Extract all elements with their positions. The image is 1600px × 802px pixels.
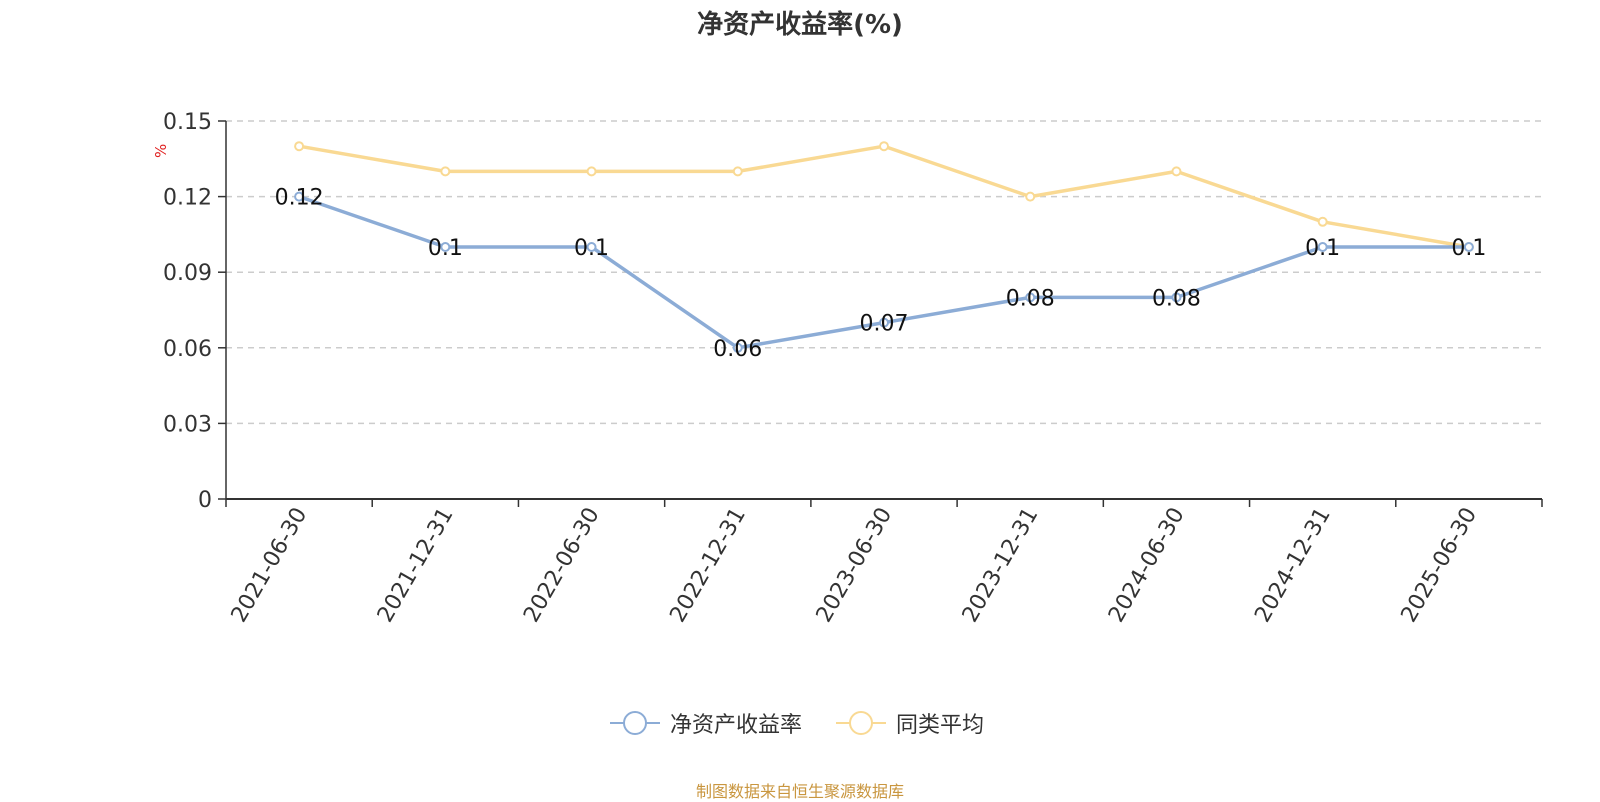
- data-point: [879, 141, 889, 152]
- data-point: [1025, 292, 1036, 303]
- data-label: 0.1: [1305, 236, 1340, 261]
- legend-item-roe[interactable]: 净资产收益率: [610, 706, 802, 740]
- data-label: 0.1: [1451, 236, 1486, 261]
- data-point: [1463, 242, 1474, 252]
- legend-label-roe: 净资产收益率: [670, 713, 803, 738]
- data-point: [879, 317, 889, 328]
- y-tick-label: 0.09: [163, 261, 212, 286]
- data-point: [732, 166, 743, 177]
- data-label: 0.1: [428, 236, 463, 261]
- y-tick-label: 0.06: [163, 337, 212, 362]
- data-point: [1171, 166, 1182, 177]
- data-label: 0.12: [275, 186, 324, 211]
- data-point: [1317, 216, 1328, 227]
- chart-title: 净资产收益率(%): [697, 10, 903, 40]
- data-point: [294, 191, 305, 202]
- data-label: 0.06: [713, 337, 762, 362]
- data-point: [1171, 292, 1182, 303]
- data-point: [586, 242, 597, 252]
- y-tick-label: 0.12: [163, 186, 212, 211]
- data-point: [732, 342, 743, 353]
- data-point: [586, 166, 597, 177]
- data-point: [440, 242, 451, 252]
- data-point: [1317, 242, 1328, 252]
- legend-roe-icon: [610, 711, 660, 735]
- legend-peer-average-icon: [836, 711, 886, 735]
- y-tick-label: 0: [198, 488, 212, 513]
- x-tick-label: 2024-12-31: [1250, 504, 1336, 627]
- data-label: 0.08: [1006, 286, 1055, 311]
- source-note: 制图数据来自恒生聚源数据库: [695, 782, 904, 801]
- legend-item-peer-average[interactable]: 同类平均: [836, 706, 984, 740]
- x-tick-label: 2021-12-31: [373, 504, 459, 627]
- legend: 净资产收益率 同类平均: [0, 706, 1600, 740]
- x-tick-label: 2022-06-30: [519, 504, 605, 627]
- x-tick-label: 2023-12-31: [958, 504, 1044, 627]
- x-tick-label: 2022-12-31: [665, 504, 751, 627]
- x-tick-label: 2021-06-30: [227, 504, 313, 627]
- x-tick-label: 2024-06-30: [1104, 504, 1190, 627]
- x-tick-label: 2023-06-30: [812, 504, 898, 627]
- x-tick-label: 2025-06-30: [1397, 504, 1483, 627]
- data-label: 0.08: [1152, 286, 1201, 311]
- data-label: 0.1: [574, 236, 609, 261]
- data-label: 0.07: [860, 312, 909, 337]
- data-point: [294, 141, 305, 152]
- data-point: [1025, 191, 1036, 202]
- y-tick-label: 0.03: [163, 412, 212, 437]
- y-tick-label: 0.15: [163, 110, 212, 135]
- legend-label-peer-average: 同类平均: [896, 713, 985, 738]
- data-point: [440, 166, 451, 177]
